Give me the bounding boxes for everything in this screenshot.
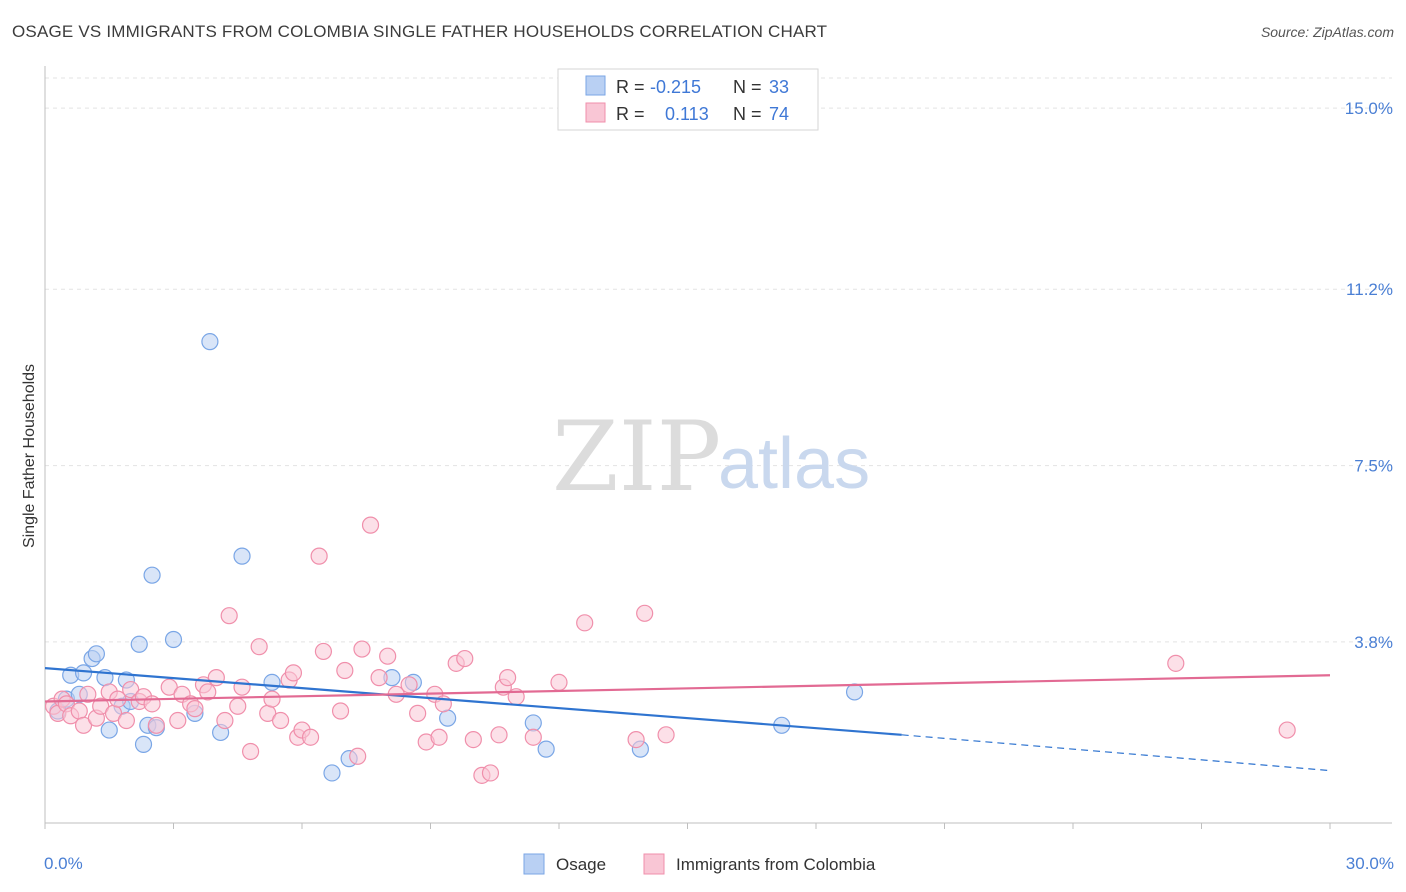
point-colombia <box>70 702 88 720</box>
point-osage <box>134 735 153 753</box>
legend-n-label: N = <box>733 77 762 97</box>
point-osage <box>537 740 555 758</box>
point-colombia <box>336 661 354 680</box>
legend-swatch-osage <box>585 75 606 96</box>
point-colombia <box>220 607 238 625</box>
point-colombia <box>576 614 594 632</box>
point-colombia <box>216 711 234 730</box>
point-colombia <box>464 730 482 749</box>
legend-swatch-colombia <box>585 102 606 123</box>
trendline-osage <box>44 667 902 736</box>
point-colombia <box>314 642 333 661</box>
chart-title: OSAGE VS IMMIGRANTS FROM COLOMBIA SINGLE… <box>12 22 828 41</box>
series-legend: Osage Immigrants from Colombia <box>523 853 876 875</box>
bottom-legend-colombia: Immigrants from Colombia <box>676 855 876 874</box>
point-colombia <box>117 711 135 730</box>
point-colombia <box>169 711 187 730</box>
point-colombia <box>229 697 247 715</box>
point-osage <box>100 721 118 739</box>
point-colombia <box>242 742 260 761</box>
point-colombia <box>627 730 645 749</box>
y-tick-label: 3.8% <box>1354 633 1393 652</box>
point-colombia <box>122 680 140 699</box>
point-osage <box>845 683 864 701</box>
axes <box>44 66 1392 829</box>
y-axis-label: Single Father Households <box>21 364 38 548</box>
point-colombia <box>370 669 388 687</box>
legend-r-label: R = <box>616 77 645 97</box>
point-colombia <box>1278 721 1296 739</box>
point-osage <box>233 547 251 565</box>
point-colombia <box>550 673 568 692</box>
x-tick-label: 30.0% <box>1346 854 1394 873</box>
point-colombia <box>349 747 367 765</box>
point-colombia <box>636 604 654 622</box>
point-colombia <box>400 676 418 694</box>
point-osage <box>74 664 93 682</box>
point-osage <box>439 709 457 727</box>
legend-n-label: N = <box>733 104 762 124</box>
point-colombia <box>379 647 397 665</box>
point-colombia <box>361 516 380 534</box>
point-colombia <box>74 716 93 734</box>
point-colombia <box>79 685 97 703</box>
watermark-zip: ZIP <box>552 401 721 513</box>
point-colombia <box>199 683 217 701</box>
point-colombia <box>430 728 448 746</box>
point-colombia <box>250 638 268 656</box>
point-colombia <box>147 716 165 734</box>
point-osage <box>130 635 148 653</box>
trend-lines <box>44 667 1331 772</box>
watermark-atlas: atlas <box>718 424 870 504</box>
x-tick-label: 0.0% <box>44 854 83 873</box>
point-osage <box>524 714 542 732</box>
point-colombia <box>490 726 508 744</box>
legend-r-label: R = <box>616 104 645 124</box>
point-colombia <box>92 697 110 715</box>
point-osage <box>87 645 106 663</box>
bottom-legend-osage: Osage <box>556 855 606 874</box>
point-osage <box>143 566 161 584</box>
point-osage <box>323 764 341 782</box>
point-colombia <box>310 547 328 565</box>
y-tick-label: 7.5% <box>1354 457 1393 476</box>
legend-n-value: 33 <box>769 77 789 97</box>
point-colombia <box>456 649 474 668</box>
legend-r-value: -0.215 <box>650 77 701 97</box>
point-colombia <box>160 678 178 696</box>
point-colombia <box>331 702 350 720</box>
point-osage <box>201 333 219 351</box>
trendline-colombia <box>44 674 1331 703</box>
point-colombia <box>499 669 517 687</box>
point-colombia <box>207 669 225 687</box>
source-label: Source: ZipAtlas.com <box>1260 24 1394 40</box>
y-tick-label: 11.2% <box>1346 280 1393 299</box>
point-colombia <box>186 700 204 718</box>
point-osage <box>263 673 281 692</box>
point-colombia <box>657 726 675 744</box>
y-tick-labels: 3.8% 7.5% 11.2% 15.0% <box>1345 99 1393 652</box>
point-osage <box>164 630 183 649</box>
legend-r-value: 0.113 <box>665 104 709 124</box>
trendline-osage-extrapolated <box>901 734 1331 772</box>
watermark: ZIP atlas <box>552 401 870 513</box>
point-colombia <box>284 664 303 682</box>
point-colombia <box>524 728 542 746</box>
x-tick-labels: 0.0% 30.0% <box>44 854 1394 873</box>
data-points <box>44 333 1296 784</box>
point-colombia <box>409 704 427 722</box>
bottom-legend-swatch-osage <box>523 853 545 875</box>
legend-n-value: 74 <box>769 104 789 124</box>
point-colombia <box>271 711 290 730</box>
point-colombia <box>1167 654 1185 672</box>
bottom-legend-swatch-colombia <box>643 853 665 875</box>
point-colombia <box>353 640 371 658</box>
point-colombia <box>301 728 320 746</box>
stats-legend: R = -0.215 N = 33 R = 0.113 N = 74 <box>557 68 819 131</box>
point-colombia <box>481 764 500 782</box>
point-colombia <box>233 678 251 696</box>
y-tick-label: 15.0% <box>1345 99 1393 118</box>
point-colombia <box>263 690 281 708</box>
